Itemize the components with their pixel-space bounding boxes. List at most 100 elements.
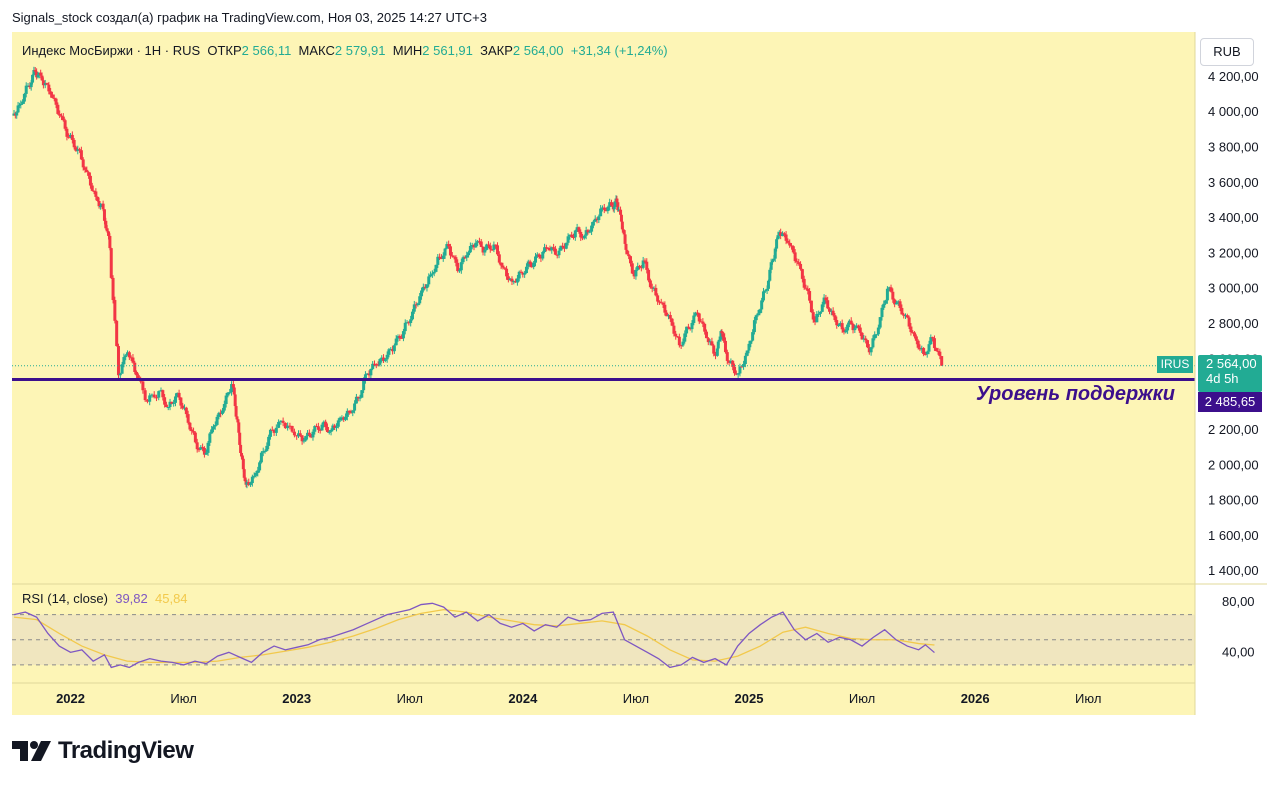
candle-body: [217, 412, 221, 417]
candle-body: [523, 273, 527, 275]
brand-name: TradingView: [58, 737, 194, 764]
candle-body: [163, 397, 167, 405]
candle-body: [786, 240, 790, 243]
candle-body: [597, 216, 601, 221]
candle-body: [351, 410, 355, 413]
candle-body: [528, 261, 532, 264]
candle-body: [387, 349, 391, 355]
candle-body: [445, 244, 449, 249]
candle-body: [766, 280, 770, 289]
candle-body: [181, 405, 185, 409]
time-tick-label: 2024: [508, 691, 538, 706]
candle-body: [905, 315, 909, 318]
price-tick-label: 2 000,00: [1208, 457, 1259, 472]
candle-body: [643, 260, 647, 262]
candle-body: [67, 136, 71, 138]
time-tick-label: Июл: [1075, 691, 1101, 706]
candle-body: [763, 290, 767, 292]
candle-body: [88, 175, 92, 186]
candle-body: [880, 307, 884, 318]
candle-body: [345, 410, 349, 417]
price-tick-label: 3 600,00: [1208, 175, 1259, 190]
candle-body: [634, 269, 638, 277]
candle-body: [855, 325, 859, 329]
candle-body: [439, 256, 443, 259]
candle-body: [94, 191, 98, 197]
candle-body: [534, 256, 538, 263]
candle-body: [666, 315, 670, 317]
candle-body: [190, 429, 194, 432]
candle-body: [621, 229, 625, 231]
candle-body: [211, 426, 215, 430]
chart-area[interactable]: 1 400,00 1 600,00 1 800,00 2 000,00 2 200,00…: [12, 32, 1267, 715]
candle-body: [555, 254, 559, 256]
candle-body: [831, 310, 835, 316]
candle-body: [288, 425, 292, 427]
candle-body: [882, 303, 886, 308]
candle-body: [703, 323, 707, 332]
candle-body: [49, 91, 53, 95]
candle-body: [544, 247, 548, 249]
candle-body: [374, 364, 378, 366]
candle-body: [274, 427, 278, 433]
candle-body: [846, 324, 850, 331]
candle-body: [412, 304, 416, 312]
candle-body: [115, 320, 119, 347]
candle-body: [938, 351, 942, 357]
candle-body: [258, 462, 262, 471]
candle-body: [400, 337, 404, 339]
candle-body: [240, 453, 244, 457]
candle-body: [873, 334, 877, 339]
candle-body: [791, 246, 795, 253]
candle-body: [26, 85, 30, 87]
candle-body: [369, 368, 373, 376]
candle-body: [170, 401, 174, 404]
candle-body: [188, 422, 192, 430]
candle-body: [22, 93, 26, 102]
candle-body: [612, 206, 616, 210]
candle-body: [300, 435, 304, 442]
candle-body: [499, 262, 503, 266]
candle-body: [349, 412, 353, 414]
candle-body: [503, 267, 507, 269]
candle-body: [420, 290, 424, 297]
candle-body: [383, 359, 387, 361]
candle-body: [782, 233, 786, 235]
candle-body: [820, 304, 824, 312]
candle-body: [320, 424, 324, 431]
candle-body: [840, 323, 844, 330]
candle-body: [356, 396, 360, 399]
candle-body: [105, 228, 109, 232]
candle-body: [197, 449, 201, 451]
candle-body: [922, 348, 926, 355]
candle-body: [723, 340, 727, 353]
candle-body: [876, 327, 880, 335]
candle-body: [120, 364, 124, 374]
price-tick-label: 4 200,00: [1208, 69, 1259, 84]
candle-body: [849, 320, 853, 325]
candle-body: [392, 345, 396, 352]
candle-body: [600, 207, 604, 209]
candle-body: [58, 113, 62, 116]
chart-canvas[interactable]: 1 400,00 1 600,00 1 800,00 2 000,00 2 200,00…: [12, 32, 1267, 715]
candle-body: [441, 255, 445, 259]
candle-body: [208, 433, 212, 443]
candle-body: [701, 321, 705, 324]
candle-body: [552, 247, 556, 249]
candle-body: [150, 394, 154, 396]
tradingview-logo[interactable]: TradingView: [12, 737, 194, 765]
price-tick-label: 1 800,00: [1208, 493, 1259, 508]
candle-body: [760, 300, 764, 310]
candle-body: [602, 207, 606, 210]
currency-button[interactable]: RUB: [1200, 38, 1254, 66]
candle-body: [860, 332, 864, 340]
candle-body: [72, 139, 76, 148]
candle-body: [550, 247, 554, 251]
candle-body: [909, 326, 913, 333]
candle-body: [754, 315, 758, 321]
candle-body: [279, 420, 283, 422]
candle-body: [828, 308, 832, 312]
candle-body: [751, 332, 755, 341]
candle-body: [302, 440, 306, 442]
candle-body: [619, 209, 623, 215]
